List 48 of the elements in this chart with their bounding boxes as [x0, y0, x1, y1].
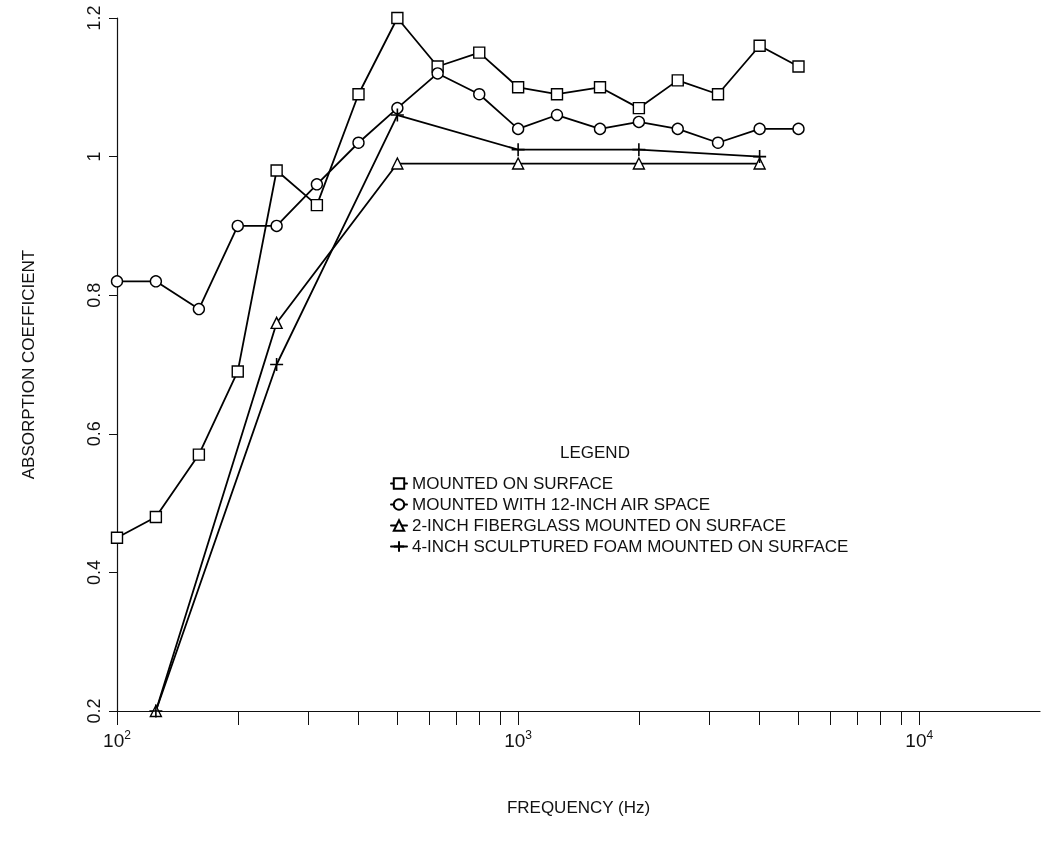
point — [473, 46, 486, 59]
point — [792, 60, 805, 73]
legend-label: MOUNTED ON SURFACE — [412, 474, 614, 493]
point — [231, 219, 244, 233]
point — [593, 81, 607, 94]
point — [310, 198, 324, 212]
point — [511, 81, 525, 94]
point — [431, 67, 444, 80]
y-tick-label: 0.6 — [84, 421, 104, 447]
point — [192, 302, 206, 316]
point — [352, 136, 365, 149]
y-tick-label: 1.2 — [84, 5, 104, 31]
point — [753, 39, 766, 52]
point — [391, 101, 404, 115]
y-tick-label: 0.8 — [84, 282, 104, 308]
legend-label: 2-INCH FIBERGLASS MOUNTED ON SURFACE — [412, 516, 787, 535]
y-tick-label: 0.4 — [84, 559, 104, 585]
legend-label: 4-INCH SCULPTURED FOAM MOUNTED ON SURFACE — [412, 537, 849, 556]
point — [149, 510, 163, 524]
y-tick-label: 1 — [84, 151, 104, 162]
y-tick-label: 0.2 — [84, 698, 104, 724]
x-axis-title: FREQUENCY (Hz) — [506, 798, 651, 817]
point — [391, 11, 404, 25]
point — [550, 88, 564, 101]
point — [632, 101, 646, 115]
point — [110, 531, 124, 544]
point — [149, 275, 163, 288]
point — [753, 122, 766, 136]
point — [110, 275, 124, 288]
point — [711, 136, 725, 149]
point — [632, 115, 646, 129]
point — [593, 122, 607, 136]
point — [671, 74, 684, 87]
y-axis-title: ABSORPTION COEFFICIENT — [19, 249, 38, 480]
point — [711, 88, 725, 101]
point — [231, 365, 244, 378]
point — [270, 164, 283, 177]
legend-title: LEGEND — [559, 443, 630, 462]
point — [792, 122, 805, 136]
point — [671, 122, 684, 136]
point — [550, 108, 564, 122]
point — [192, 448, 206, 461]
point — [310, 178, 324, 191]
point — [511, 122, 525, 136]
point — [473, 88, 486, 101]
point — [352, 88, 365, 101]
legend-label: MOUNTED WITH 12-INCH AIR SPACE — [412, 495, 711, 514]
point — [270, 219, 283, 233]
